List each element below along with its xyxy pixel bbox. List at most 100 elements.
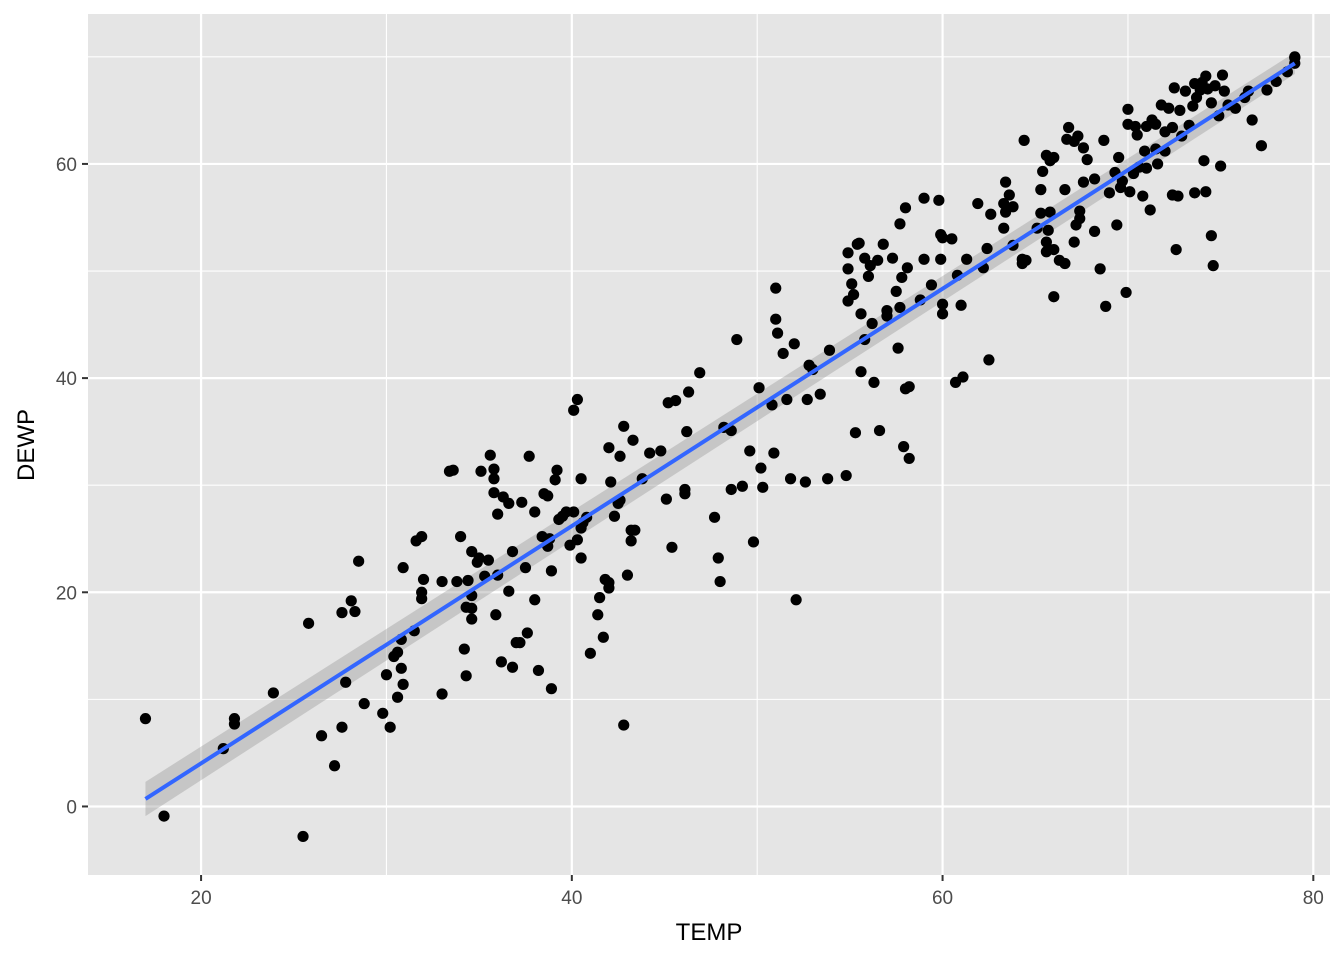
- data-point: [823, 344, 836, 356]
- data-point: [1168, 82, 1180, 94]
- data-point: [936, 308, 949, 320]
- data-point: [592, 609, 604, 621]
- data-point: [514, 637, 526, 649]
- data-point: [484, 449, 496, 461]
- data-point: [1040, 236, 1052, 248]
- data-point: [1020, 254, 1032, 266]
- data-point: [391, 691, 404, 703]
- data-point: [1172, 190, 1184, 202]
- data-point: [1205, 97, 1217, 109]
- data-point: [545, 565, 558, 577]
- data-point: [417, 573, 430, 586]
- data-point: [681, 426, 693, 438]
- data-point: [766, 399, 778, 411]
- data-point: [618, 420, 630, 432]
- data-point: [1063, 121, 1075, 134]
- data-point: [521, 627, 533, 639]
- data-point: [714, 575, 726, 588]
- data-point: [551, 464, 563, 476]
- data-point: [770, 282, 782, 294]
- data-point: [340, 676, 352, 688]
- data-point: [679, 488, 691, 500]
- data-point: [297, 830, 309, 843]
- data-point: [488, 487, 500, 499]
- data-point: [903, 452, 915, 465]
- data-point: [436, 688, 448, 700]
- data-point: [158, 810, 170, 822]
- data-point: [488, 463, 500, 475]
- data-point: [391, 646, 404, 658]
- data-point: [1094, 263, 1106, 275]
- data-point: [475, 465, 487, 477]
- data-point: [1246, 114, 1258, 126]
- data-point: [1088, 225, 1101, 237]
- axis-tick-labels: 20 40 60 80 0 20 40 60: [56, 155, 1324, 909]
- data-point: [1035, 184, 1047, 196]
- data-point: [840, 469, 852, 482]
- data-point: [571, 393, 583, 406]
- data-point: [999, 176, 1012, 188]
- data-point: [1207, 260, 1219, 272]
- data-point: [395, 662, 407, 674]
- data-point: [655, 445, 667, 457]
- data-point: [881, 310, 893, 322]
- data-point: [925, 279, 938, 291]
- data-point: [1120, 286, 1132, 299]
- data-point: [1074, 205, 1086, 217]
- data-point: [436, 575, 448, 588]
- data-point: [605, 476, 617, 488]
- data-point: [458, 643, 470, 655]
- data-point: [981, 242, 993, 255]
- data-point: [1077, 142, 1090, 154]
- data-point: [853, 237, 865, 249]
- data-point: [629, 524, 641, 536]
- data-point: [1200, 70, 1212, 82]
- data-point: [466, 545, 478, 558]
- data-point: [529, 594, 541, 606]
- data-point: [1122, 103, 1134, 115]
- points-layer: [139, 51, 1301, 843]
- data-point: [1229, 102, 1242, 114]
- data-point: [842, 263, 854, 275]
- data-point: [549, 474, 561, 486]
- data-point: [771, 327, 784, 339]
- data-point: [842, 247, 854, 259]
- data-point: [936, 298, 949, 310]
- data-point: [1215, 160, 1227, 172]
- data-point: [1174, 104, 1186, 116]
- data-point: [846, 278, 858, 290]
- data-point: [788, 338, 800, 350]
- data-point: [1205, 230, 1217, 242]
- data-point: [495, 656, 507, 668]
- data-point: [571, 534, 583, 546]
- data-point: [473, 552, 485, 564]
- data-point: [529, 506, 541, 518]
- data-point: [918, 253, 930, 265]
- data-point: [868, 376, 880, 388]
- data-point: [1042, 224, 1054, 236]
- major-gridlines: [88, 14, 1330, 875]
- data-point: [694, 367, 706, 379]
- data-point: [1098, 134, 1110, 146]
- smooth-line-layer: [144, 61, 1296, 801]
- data-point: [725, 483, 737, 496]
- data-point: [1179, 85, 1192, 97]
- data-point: [708, 511, 721, 523]
- data-point: [455, 530, 467, 543]
- data-point: [1124, 186, 1136, 198]
- data-point: [801, 393, 813, 406]
- y-tick-label: 40: [56, 369, 77, 390]
- data-point: [847, 288, 860, 301]
- data-point: [1007, 201, 1019, 213]
- data-point: [998, 222, 1010, 234]
- data-point: [447, 464, 459, 476]
- data-point: [397, 562, 409, 574]
- data-point: [957, 371, 969, 383]
- data-point: [503, 497, 515, 509]
- data-point: [228, 718, 241, 730]
- data-point: [503, 585, 515, 597]
- data-point: [855, 308, 867, 320]
- data-point: [935, 253, 947, 265]
- data-point: [768, 447, 780, 459]
